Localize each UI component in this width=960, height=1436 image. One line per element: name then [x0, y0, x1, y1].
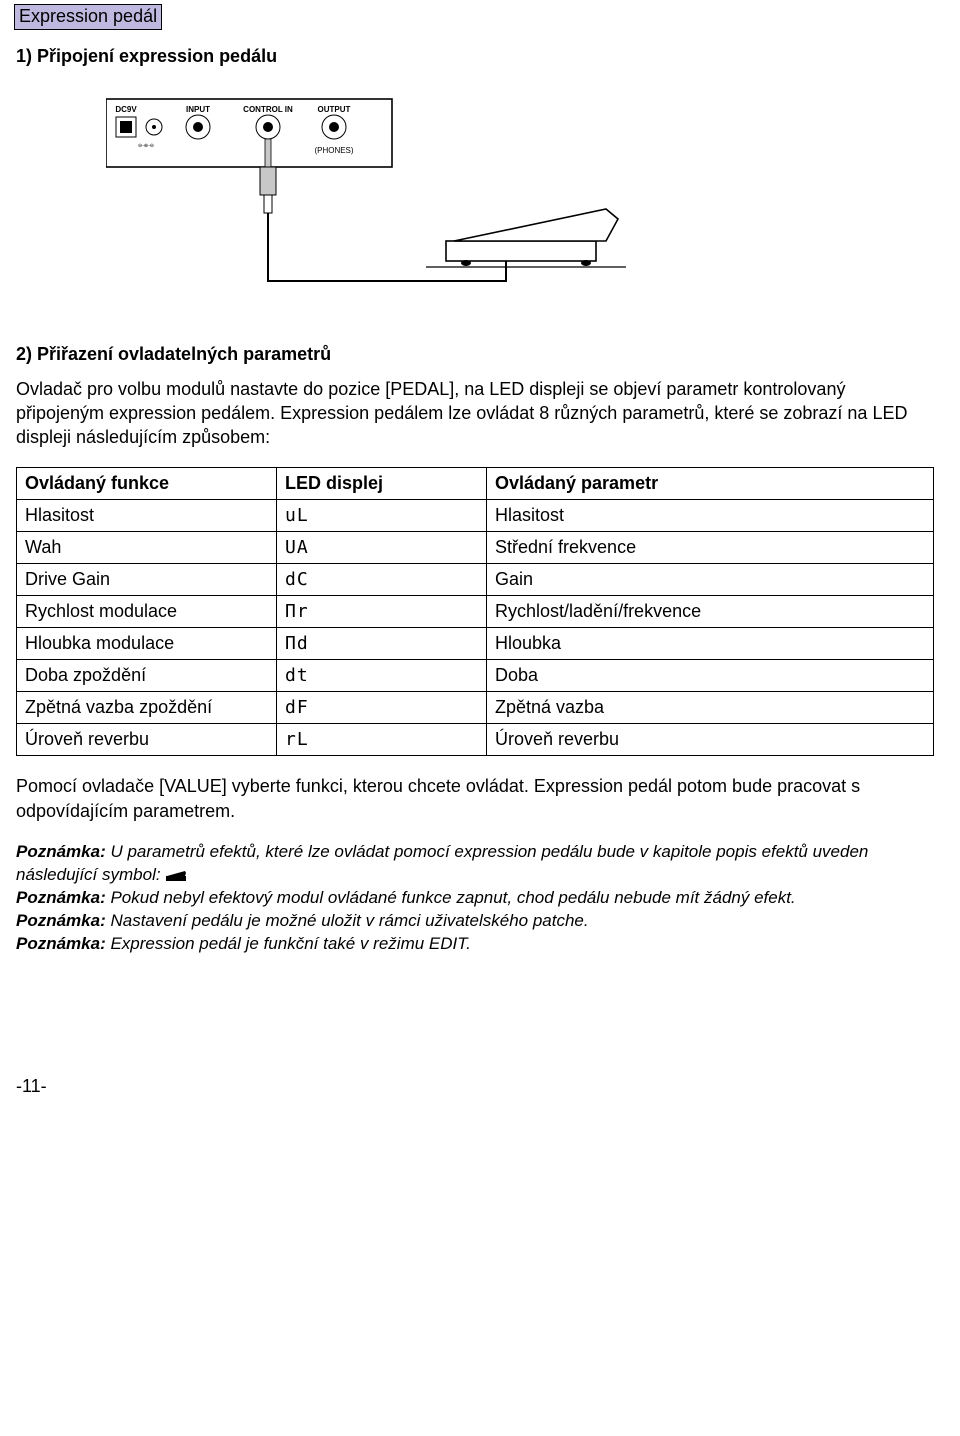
cell-parameter: Hlasitost — [487, 500, 934, 532]
pedal-icon — [165, 870, 187, 882]
notes-block: Poznámka: U parametrů efektů, které lze … — [16, 841, 936, 956]
note-label: Poznámka: — [16, 888, 106, 907]
cell-function: Rychlost modulace — [17, 596, 277, 628]
led-glyph: rL — [285, 729, 309, 750]
cell-led: UA — [277, 532, 487, 564]
led-glyph: dC — [285, 569, 309, 590]
led-glyph: dt — [285, 665, 309, 686]
cell-function: Hlasitost — [17, 500, 277, 532]
note-text: Expression pedál je funkční také v režim… — [106, 934, 471, 953]
table-row: Rychlost modulace Пr Rychlost/ladění/frekv… — [17, 596, 934, 628]
svg-text:CONTROL IN: CONTROL IN — [243, 105, 293, 114]
table-row: Hlasitost uL Hlasitost — [17, 500, 934, 532]
note-line: Poznámka: Pokud nebyl efektový modul ovl… — [16, 887, 936, 910]
cell-parameter: Hloubka — [487, 628, 934, 660]
note-label: Poznámka: — [16, 842, 106, 861]
led-glyph: Пd — [285, 633, 309, 654]
table-row: Drive Gain dC Gain — [17, 564, 934, 596]
svg-text:INPUT: INPUT — [186, 105, 210, 114]
heading-connect: 1) Připojení expression pedálu — [16, 46, 936, 67]
intro-paragraph: Ovladač pro volbu modulů nastavte do poz… — [16, 377, 936, 450]
th-parameter: Ovládaný parametr — [487, 468, 934, 500]
cell-led: rL — [277, 724, 487, 756]
cell-parameter: Gain — [487, 564, 934, 596]
note-text: U parametrů efektů, které lze ovládat po… — [16, 842, 868, 884]
note-line: Poznámka: Expression pedál je funkční ta… — [16, 933, 936, 956]
cell-parameter: Rychlost/ladění/frekvence — [487, 596, 934, 628]
note-line: Poznámka: U parametrů efektů, které lze … — [16, 841, 936, 887]
cell-parameter: Zpětná vazba — [487, 692, 934, 724]
section-badge: Expression pedál — [14, 4, 162, 30]
note-line: Poznámka: Nastavení pedálu je možné ulož… — [16, 910, 936, 933]
svg-text:DC9V: DC9V — [115, 105, 137, 114]
led-glyph: UA — [285, 537, 309, 558]
led-glyph: Пr — [285, 601, 309, 622]
cell-parameter: Úroveň reverbu — [487, 724, 934, 756]
table-row: Wah UA Střední frekvence — [17, 532, 934, 564]
param-table: Ovládaný funkce LED displej Ovládaný par… — [16, 467, 934, 756]
diagram-svg: ⊖-⊕-⊖ DC9V INPUT CONTROL IN OUTPUT (PHON… — [106, 81, 646, 321]
cell-led: dt — [277, 660, 487, 692]
cell-function: Hloubka modulace — [17, 628, 277, 660]
cell-function: Zpětná vazba zpoždění — [17, 692, 277, 724]
heading-assign: 2) Přiřazení ovladatelných parametrů — [16, 344, 936, 365]
cell-function: Wah — [17, 532, 277, 564]
table-row: Doba zpoždění dt Doba — [17, 660, 934, 692]
cell-parameter: Doba — [487, 660, 934, 692]
cell-led: uL — [277, 500, 487, 532]
cell-function: Drive Gain — [17, 564, 277, 596]
cell-led: Пr — [277, 596, 487, 628]
cell-led: dC — [277, 564, 487, 596]
led-glyph: dF — [285, 697, 309, 718]
page-number: -11- — [16, 1076, 936, 1097]
table-row: Úroveň reverbu rL Úroveň reverbu — [17, 724, 934, 756]
note-text: Nastavení pedálu je možné uložit v rámci… — [106, 911, 589, 930]
led-glyph: uL — [285, 505, 309, 526]
note-label: Poznámka: — [16, 911, 106, 930]
cell-parameter: Střední frekvence — [487, 532, 934, 564]
svg-text:OUTPUT: OUTPUT — [318, 105, 351, 114]
cell-led: Пd — [277, 628, 487, 660]
table-row: Hloubka modulace Пd Hloubka — [17, 628, 934, 660]
cell-function: Doba zpoždění — [17, 660, 277, 692]
after-table-paragraph: Pomocí ovladače [VALUE] vyberte funkci, … — [16, 774, 936, 823]
table-row: Zpětná vazba zpoždění dF Zpětná vazba — [17, 692, 934, 724]
th-function: Ovládaný funkce — [17, 468, 277, 500]
svg-text:⊖-⊕-⊖: ⊖-⊕-⊖ — [138, 143, 154, 149]
cell-function: Úroveň reverbu — [17, 724, 277, 756]
th-led: LED displej — [277, 468, 487, 500]
note-text: Pokud nebyl efektový modul ovládané funk… — [106, 888, 796, 907]
svg-text:(PHONES): (PHONES) — [314, 146, 353, 155]
table-header-row: Ovládaný funkce LED displej Ovládaný par… — [17, 468, 934, 500]
cell-led: dF — [277, 692, 487, 724]
note-label: Poznámka: — [16, 934, 106, 953]
connection-diagram: ⊖-⊕-⊖ DC9V INPUT CONTROL IN OUTPUT (PHON… — [106, 81, 936, 326]
